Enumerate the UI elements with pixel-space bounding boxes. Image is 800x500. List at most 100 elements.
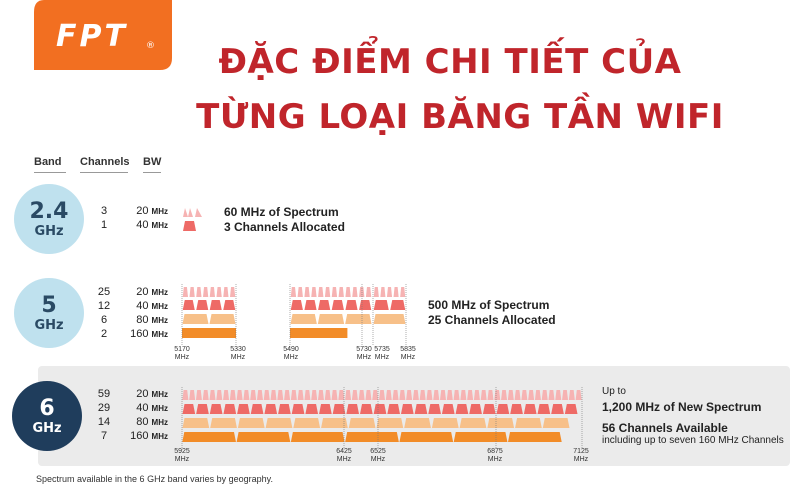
bw40-channel [360,404,373,414]
bw160-channel [453,432,508,442]
freq-tick-label: 7125 MHz [573,448,589,463]
bw20-channel [209,287,215,297]
header-bw-rule [143,172,161,173]
bw20-channel [311,287,317,297]
band-6ghz-channels: 56 Channels Available [602,421,728,435]
band-2-4ghz-badge: 2.4 GHz [14,184,84,254]
bw40-channel [537,404,551,414]
bw40-channel [237,404,250,414]
bw20-channel [548,390,555,400]
bw40-channel [278,404,291,414]
bw20-channel [297,287,303,297]
header-band-rule [34,172,66,173]
bw40-channel [223,300,236,310]
bw40-channel [305,404,319,414]
bw20-channel [460,390,467,400]
bw80-channel [210,418,237,428]
header-channels: Channels [80,156,130,168]
freq-tick-label: 6425 MHz [336,448,352,463]
bw80-channel [404,418,431,428]
freq-tick-label: 6525 MHz [370,448,386,463]
bw40-channel [414,404,428,414]
bandwidth-label: 40 MHz [136,402,168,414]
bw20-channel [270,390,277,400]
channel-block [188,208,193,217]
header-band: Band [34,156,62,168]
bw160-channel [508,432,562,442]
bw20-channel [324,390,331,400]
bw40-channel [291,404,305,414]
bw20-channel [412,390,419,400]
bw20-channel [534,390,541,400]
bw40-channel [264,404,278,414]
bw20-channel [324,287,331,297]
bw20-channel [541,390,548,400]
bw40-channel [319,404,332,414]
bw80-channel [290,314,317,324]
bw20-channel [304,390,311,400]
bandwidth-label: 80 MHz [136,416,168,428]
bw40-channel [441,404,455,414]
bw80-channel [317,314,345,324]
bw20-channel [297,390,304,400]
bw20-channel [399,390,406,400]
bw20-channel [243,390,250,400]
bw40-channel [209,300,222,310]
bw20-channel [473,390,480,400]
bw20-channel [345,390,352,400]
bw20-channel [250,390,257,400]
bandwidth-label: 20 MHz [136,205,168,217]
bw40-channel [390,300,406,310]
bw20-channel [345,287,351,297]
bw80-channel [373,314,406,324]
bw40-channel [373,300,389,310]
freq-tick-label: 5330 MHz [230,346,246,361]
bw40-channel [182,300,195,310]
bw20-channels [183,208,202,217]
band-unit: GHz [34,223,64,239]
bw20-channel [236,390,243,400]
bw40-channel [469,404,482,414]
band-5ghz-spectrum: 500 MHz of Spectrum [428,298,550,312]
bw40-channel [304,300,317,310]
bw20-channel [440,390,447,400]
bw40-channel [345,300,358,310]
bw20-channel [284,390,291,400]
bw20-channel [331,287,338,297]
bw20-channel [392,390,399,400]
bw20-channel [400,287,406,297]
bandwidth-label: 20 MHz [136,286,168,298]
bw20-channel [393,287,399,297]
bw40-channel [332,404,346,414]
bw40-channel [400,404,414,414]
bw40-channel [387,404,400,414]
bw20-channel [568,390,575,400]
band-6ghz-panel [38,366,790,466]
freq-tick-label: 5730 MHz [356,346,372,361]
bw20-channel [263,390,270,400]
bw20-channel [229,390,236,400]
bw80-channel [293,418,321,428]
band-6ghz-spectrum: 1,200 MHz of New Spectrum [602,400,762,414]
band-value: 2.4 [29,198,69,224]
freq-tick-label: 5735 MHz [374,346,390,361]
bw20-channel [501,390,508,400]
bw20-channel [338,287,344,297]
freq-tick-label: 6875 MHz [487,448,503,463]
bw20-channel [223,390,230,400]
bw20-channel [487,390,494,400]
svg-text:FPT: FPT [56,19,128,54]
band-5ghz-badge: 5 GHz [14,278,84,348]
bw40-channel [496,404,510,414]
channels-count: 1 [100,219,108,231]
bw20-channel [304,287,310,297]
band-5ghz-channel-graphic [181,284,407,346]
bandwidth-label: 40 MHz [136,300,168,312]
bw40-channel [196,404,209,414]
bw160-channel [345,432,399,442]
band-6ghz-160-note: including up to seven 160 MHz Channels [602,435,784,446]
bandwidth-label: 80 MHz [136,314,168,326]
bw20-channel [555,390,562,400]
bw80-channel [182,314,209,324]
bw20-channel [290,390,297,400]
